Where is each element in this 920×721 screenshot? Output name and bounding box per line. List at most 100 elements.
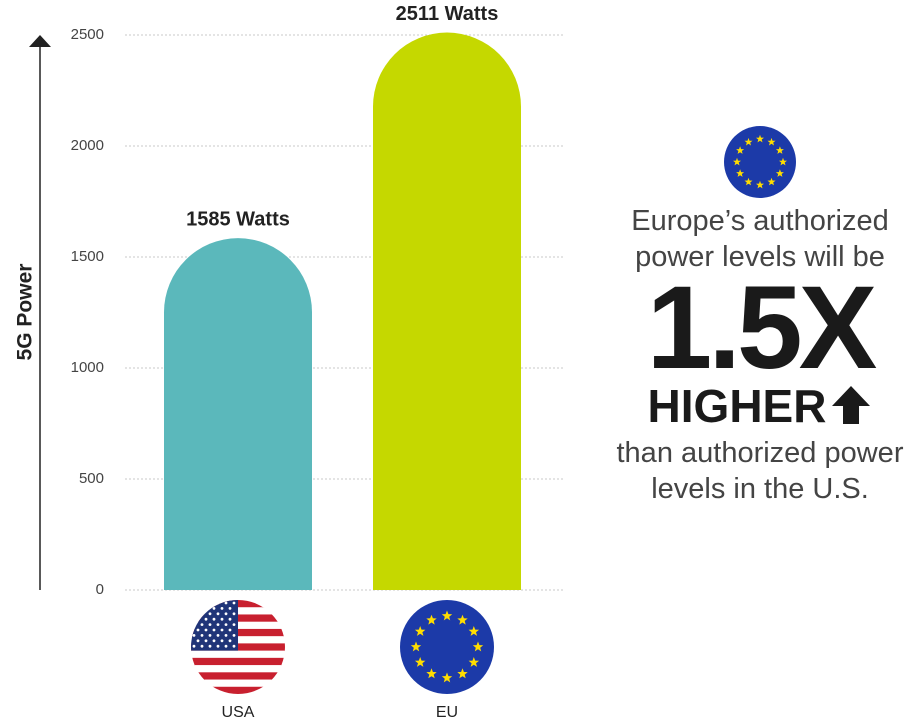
us-star <box>232 634 236 637</box>
us-star <box>232 623 236 626</box>
star <box>767 137 776 146</box>
us-star <box>224 644 228 648</box>
star <box>767 177 776 186</box>
star <box>441 672 453 683</box>
star <box>468 657 480 667</box>
eu-stars-small <box>733 134 787 189</box>
eu-flag <box>400 600 494 694</box>
value-label: 1585 Watts <box>186 208 290 230</box>
us-star <box>220 639 224 643</box>
star <box>457 614 468 625</box>
y-tick-label: 1500 <box>71 248 104 265</box>
stripe <box>191 679 285 688</box>
stripe <box>191 686 285 694</box>
us-star <box>224 623 228 626</box>
us-star <box>192 634 196 637</box>
emphasis-row: HIGHER <box>600 381 920 431</box>
us-star <box>200 601 204 605</box>
us-star <box>216 601 220 605</box>
up-arrow <box>832 386 871 424</box>
us-star <box>212 607 216 610</box>
star <box>736 146 745 154</box>
us-star <box>208 623 212 626</box>
star <box>779 157 787 166</box>
star <box>744 177 753 186</box>
us-star <box>216 612 220 616</box>
star <box>457 668 468 679</box>
arrow-head <box>29 35 51 47</box>
star <box>744 137 753 146</box>
us-star <box>216 634 220 637</box>
x-tick-label: USA <box>222 704 255 721</box>
star <box>756 180 764 189</box>
us-star <box>200 623 204 626</box>
star <box>472 641 484 652</box>
us-star <box>200 644 204 648</box>
x-tick-label: EU <box>436 704 458 721</box>
star <box>468 626 480 636</box>
us-star <box>204 628 208 632</box>
y-axis-label: 5G Power <box>14 264 37 361</box>
us-star <box>228 617 232 621</box>
emphasis: HIGHER <box>647 380 827 432</box>
bar <box>373 32 521 591</box>
us-star <box>216 623 220 626</box>
stripe <box>191 650 285 659</box>
us-star <box>192 644 196 648</box>
us-star <box>192 601 196 605</box>
us-star <box>196 607 200 610</box>
value-label: 2511 Watts <box>396 3 499 25</box>
star <box>426 668 437 679</box>
eu-flag-small <box>724 126 796 198</box>
us-star <box>208 634 212 637</box>
star <box>756 134 764 143</box>
us-star <box>208 601 212 605</box>
star <box>736 169 745 177</box>
star <box>414 626 426 636</box>
us-star <box>220 607 224 610</box>
eu-stars <box>410 610 484 683</box>
intro: Europe’s authorized power levels will be <box>631 205 889 273</box>
us-star <box>232 612 236 616</box>
us-star <box>200 612 204 616</box>
y-tick-label: 2000 <box>71 137 104 154</box>
us-star <box>212 628 216 632</box>
us-star <box>220 628 224 632</box>
outro: than authorized power levels in the U.S. <box>616 437 904 505</box>
star <box>414 657 426 667</box>
us-star <box>204 607 208 610</box>
us-star <box>196 639 200 643</box>
us-star <box>204 639 208 643</box>
y-tick-label: 0 <box>96 581 104 598</box>
star <box>733 157 741 166</box>
y-tick-label: 1000 <box>71 359 104 376</box>
us-star <box>208 612 212 616</box>
usa-flag <box>191 600 285 694</box>
us-star <box>196 617 200 621</box>
star <box>775 169 784 177</box>
stripe <box>191 672 285 681</box>
us-star <box>212 617 216 621</box>
star <box>410 641 422 652</box>
us-star <box>212 639 216 643</box>
us-star <box>192 612 196 616</box>
us-star <box>204 617 208 621</box>
us-star <box>224 601 228 605</box>
figure: 1.5X <box>646 262 878 394</box>
stripe <box>191 665 285 673</box>
us-star <box>232 601 236 605</box>
us-star <box>220 617 224 621</box>
us-star <box>228 628 232 632</box>
y-tick-label: 2500 <box>71 26 104 43</box>
us-star <box>228 639 232 643</box>
us-star <box>192 623 196 626</box>
y-tick-label: 500 <box>79 470 104 487</box>
annotation: Europe’s authorized power levels will be… <box>600 203 920 507</box>
stripe <box>191 657 285 666</box>
star <box>775 146 784 154</box>
us-star <box>196 628 200 632</box>
us-star <box>216 644 220 648</box>
us-star <box>228 607 232 610</box>
us-star <box>224 634 228 637</box>
